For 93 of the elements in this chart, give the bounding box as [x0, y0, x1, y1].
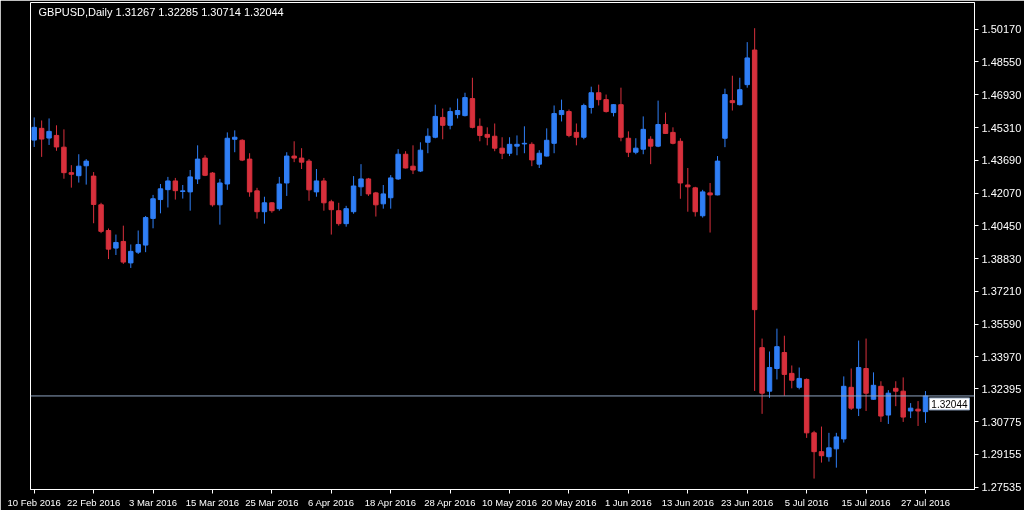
candlestick: [113, 234, 119, 256]
candlestick: [157, 183, 164, 214]
y-tick-label: 1.43690: [981, 154, 1022, 167]
candlestick: [491, 122, 498, 152]
candlestick: [781, 335, 788, 397]
candlestick: [766, 351, 773, 399]
candlestick: [343, 205, 349, 228]
candlestick: [506, 136, 513, 157]
x-tick-label: 23 Jun 2016: [721, 496, 774, 508]
candlestick: [38, 119, 45, 158]
candlestick: [194, 144, 201, 185]
candlestick: [789, 364, 795, 389]
candlestick: [417, 141, 424, 173]
x-tick-label: 20 May 2016: [541, 496, 597, 508]
candlestick: [410, 144, 416, 175]
candlestick: [53, 124, 60, 152]
candlestick: [774, 328, 780, 380]
x-tick-label: 28 Apr 2016: [424, 496, 476, 508]
y-tick-label: 1.40450: [981, 219, 1022, 232]
x-tick-label: 3 Mar 2016: [129, 496, 178, 508]
x-tick-label: 15 Jul 2016: [841, 496, 891, 508]
candlestick: [573, 122, 580, 146]
candlestick: [291, 140, 297, 163]
candlestick: [662, 112, 669, 135]
x-tick-label: 27 Jul 2016: [900, 496, 951, 508]
candlestick: [313, 168, 320, 198]
candlestick: [83, 158, 89, 186]
y-tick-label: 1.48550: [981, 55, 1022, 68]
candlestick: [31, 116, 37, 148]
candlestick: [707, 182, 713, 234]
candlestick: [885, 389, 892, 425]
candlestick: [261, 196, 268, 225]
candlestick: [454, 98, 461, 119]
y-tick-label: 1.32395: [981, 382, 1022, 395]
x-tick-label: 15 Mar 2016: [185, 496, 240, 508]
candlestick: [172, 177, 179, 201]
candlestick: [796, 367, 802, 390]
y-tick-label: 1.45310: [981, 121, 1022, 134]
candlestick: [729, 75, 736, 112]
candlestick: [380, 184, 387, 210]
candlestick: [529, 141, 535, 167]
candlestick: [848, 368, 854, 411]
candlestick: [499, 136, 505, 160]
candlestick: [358, 163, 364, 197]
x-tick-label: 13 Jun 2016: [661, 496, 714, 508]
candlestick: [647, 135, 654, 165]
candlestick: [439, 108, 446, 140]
candlestick: [737, 77, 743, 106]
y-tick-label: 1.30775: [981, 415, 1022, 428]
y-tick-label: 1.35590: [981, 318, 1022, 331]
y-tick-label: 1.42070: [981, 187, 1022, 200]
candlestick: [521, 125, 528, 154]
y-tick-label: 1.27535: [981, 481, 1022, 494]
x-tick-label: 5 Jul 2016: [784, 496, 829, 508]
candlestick: [165, 176, 171, 208]
candlestick: [915, 400, 921, 427]
candlestick: [105, 228, 112, 260]
candlestick: [298, 147, 305, 170]
y-tick-label: 1.46930: [981, 88, 1022, 101]
x-tick-label: 22 Feb 2016: [66, 496, 121, 508]
candlestick: [336, 202, 342, 227]
y-tick-label: 1.38830: [981, 252, 1022, 265]
candlestick: [232, 129, 238, 153]
x-tick-label: 10 May 2016: [482, 496, 538, 508]
y-tick-label: 1.33970: [981, 350, 1022, 363]
candlestick: [120, 225, 127, 265]
x-tick-label: 10 Feb 2016: [7, 496, 61, 508]
candlestick: [76, 153, 82, 184]
ref-line-label: 1.32044: [931, 398, 968, 410]
candlestick: [68, 164, 75, 189]
x-tick-label: 25 Mar 2016: [245, 496, 299, 508]
candlestick: [254, 187, 260, 220]
candlestick: [566, 109, 572, 138]
y-tick-label: 1.29155: [981, 448, 1022, 461]
candlestick: [447, 107, 453, 130]
x-tick-label: 1 Jun 2016: [604, 496, 652, 508]
y-tick-label: 1.37210: [981, 285, 1022, 298]
chart-title: GBPUSD,Daily 1.31267 1.32285 1.30714 1.32044: [38, 5, 284, 18]
candlestick: [685, 167, 691, 213]
candlestick: [811, 430, 817, 480]
candlestick: [893, 380, 899, 407]
candlestick: [692, 186, 698, 218]
candlestick: [373, 191, 379, 218]
x-tick-label: 6 Apr 2016: [308, 496, 355, 508]
candlestick: [558, 99, 565, 122]
y-tick-label: 1.50170: [981, 23, 1022, 36]
candlestick: [699, 189, 706, 219]
candlestick: [655, 100, 661, 148]
candlestick: [46, 117, 52, 146]
candlestick: [514, 134, 520, 156]
x-tick-label: 18 Apr 2016: [364, 496, 417, 508]
candlestick: [818, 426, 825, 464]
candlestick: [625, 130, 632, 158]
